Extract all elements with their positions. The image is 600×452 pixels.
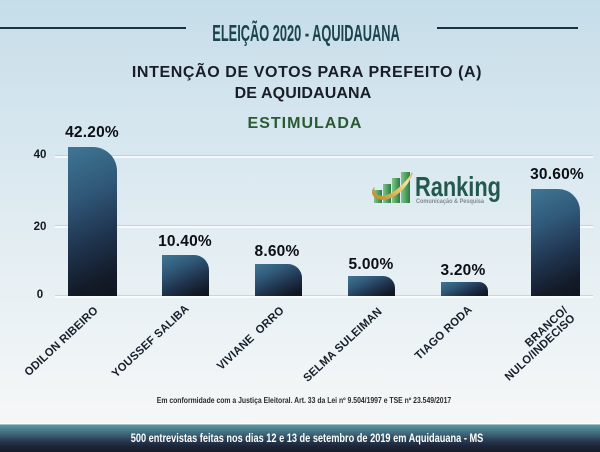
svg-text:Ranking: Ranking <box>415 171 501 202</box>
svg-text:Comunicação & Pesquisa: Comunicação & Pesquisa <box>416 198 484 205</box>
